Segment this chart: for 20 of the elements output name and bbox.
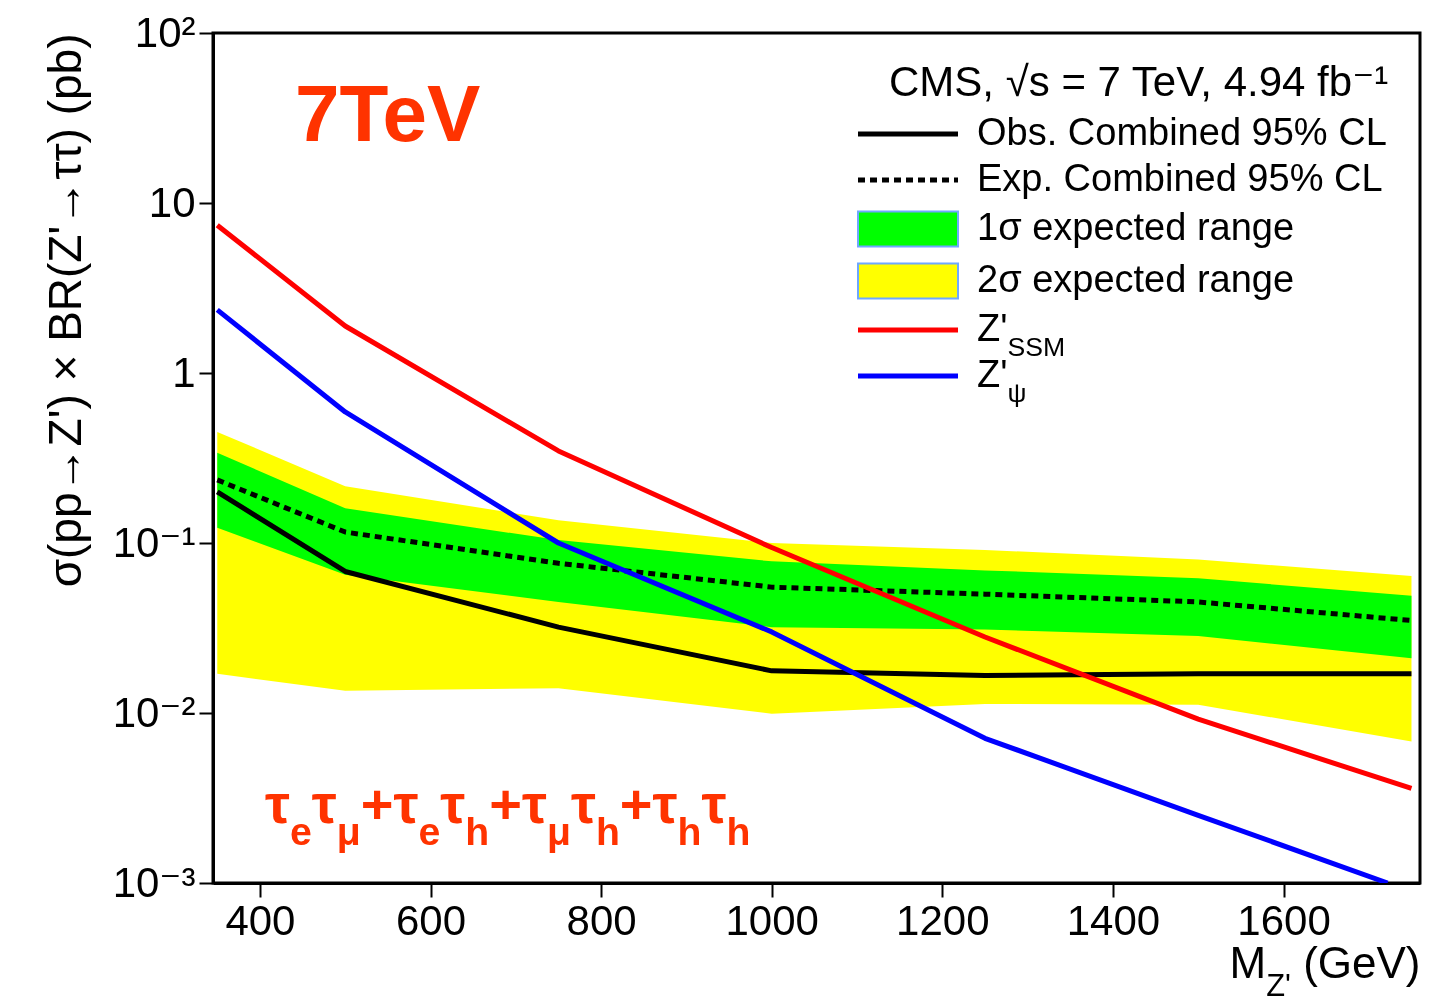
legend-label: 1σ expected range <box>977 206 1295 248</box>
x-tick-label: 1400 <box>1066 896 1161 944</box>
legend-label: Exp. Combined 95% CL <box>977 157 1383 199</box>
x-tick-label: 1000 <box>725 896 819 944</box>
y-tick-label: 10⁻¹ <box>112 518 196 566</box>
legend-title: CMS, √s = 7 TeV, 4.94 fb⁻¹ <box>889 58 1389 105</box>
x-tick-label: 400 <box>225 896 296 944</box>
y-tick-label: 10⁻³ <box>112 858 196 906</box>
y-axis-title: σ(pp→Z') × BR(Z'→ττ) (pb) <box>38 33 91 588</box>
legend-label: 2σ expected range <box>977 258 1295 300</box>
y-tick-label: 10 <box>148 178 196 226</box>
y-tick-label: 10² <box>134 8 196 56</box>
text: τ$_{e}$τ$_{μ}$+τ$_{e}$τ$_{h}$+τ$_{μ}$τ$_{h}$+τ$_{h}$τ$_{h}$ <box>265 772 751 853</box>
x-tick-label: 800 <box>566 896 637 944</box>
annotation: 7TeV <box>295 69 481 158</box>
x-tick-label: 1200 <box>896 896 990 944</box>
legend-label: Obs. Combined 95% CL <box>977 111 1387 153</box>
y-tick-label: 10⁻² <box>112 688 196 736</box>
y-tick-label: 1 <box>172 348 196 396</box>
x-tick-label: 600 <box>395 896 467 944</box>
